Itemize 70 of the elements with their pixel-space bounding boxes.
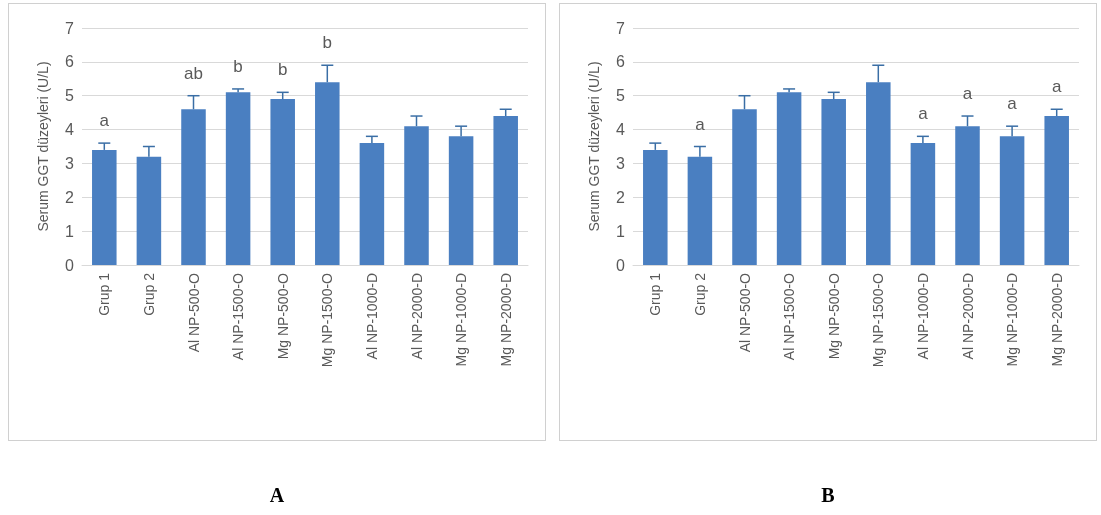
x-tick-label: Mg NP-500-O xyxy=(274,272,291,360)
annotation: b xyxy=(277,60,288,80)
x-tick-label: Al NP-2000-D xyxy=(408,273,425,360)
annotation: a xyxy=(1051,77,1062,97)
x-tick-label: Grup 2 xyxy=(691,272,708,316)
annotation: ab xyxy=(184,63,203,83)
x-tick-label: Mg NP-1000-D xyxy=(1004,273,1021,367)
annotation: a xyxy=(1007,94,1018,114)
bar xyxy=(821,99,846,265)
text: A xyxy=(269,484,285,506)
x-tick-label: Al NP-1500-O xyxy=(230,272,247,361)
annotation: a xyxy=(962,84,973,104)
y-tick-label: 7 xyxy=(65,19,75,37)
x-tick-label: Al NP-500-O xyxy=(736,272,753,353)
bar xyxy=(270,99,295,265)
y-tick-label: 1 xyxy=(65,222,75,240)
bar xyxy=(448,136,474,265)
bar xyxy=(136,156,162,265)
x-tick-label: Grup 1 xyxy=(647,272,664,316)
bar xyxy=(910,143,936,265)
y-tick-label: 6 xyxy=(616,53,626,71)
y-tick-label: 2 xyxy=(65,188,75,206)
y-axis-title: Serum GGT düzeyleri (U/L) xyxy=(586,61,602,232)
bar xyxy=(955,126,980,265)
x-tick-label: Mg NP-2000-D xyxy=(497,273,514,367)
x-tick-label: Mg NP-1500-O xyxy=(319,272,336,368)
y-tick-label: 4 xyxy=(616,121,626,139)
x-tick-label: Grup 1 xyxy=(96,272,113,316)
bar xyxy=(359,143,385,265)
x-tick-label: Al NP-1000-D xyxy=(914,273,931,360)
y-tick-label: 3 xyxy=(616,154,626,172)
bar xyxy=(776,92,802,265)
x-tick-label: Al NP-1000-D xyxy=(363,273,380,360)
y-tick-label: 6 xyxy=(65,53,75,71)
x-tick-label: Mg NP-1500-O xyxy=(870,272,887,368)
x-tick-label: Al NP-2000-D xyxy=(959,273,976,360)
y-tick-label: 1 xyxy=(616,222,626,240)
y-tick-label: 2 xyxy=(616,188,626,206)
bar xyxy=(866,82,891,265)
y-tick-label: 0 xyxy=(65,256,75,274)
x-tick-label: Mg NP-500-O xyxy=(825,272,842,360)
bar xyxy=(1044,116,1069,265)
bar xyxy=(404,126,429,265)
bar xyxy=(315,82,340,265)
x-tick-label: Al NP-500-O xyxy=(185,272,202,353)
x-tick-label: Mg NP-2000-D xyxy=(1048,273,1065,367)
bar xyxy=(181,109,206,265)
bar xyxy=(643,149,668,265)
bar xyxy=(493,116,518,265)
y-tick-label: 0 xyxy=(616,256,626,274)
bar xyxy=(999,136,1025,265)
x-tick-label: Grup 2 xyxy=(140,272,157,316)
annotation: a xyxy=(918,104,929,124)
y-tick-label: 5 xyxy=(616,87,626,105)
annotation: b xyxy=(322,33,333,53)
x-tick-label: Al NP-1500-O xyxy=(781,272,798,361)
bar xyxy=(92,149,117,265)
y-tick-label: 5 xyxy=(65,87,75,105)
bar xyxy=(687,156,713,265)
annotation: a xyxy=(695,114,706,134)
text: B xyxy=(821,484,835,506)
y-tick-label: 4 xyxy=(65,121,75,139)
y-axis-title: Serum GGT düzeyleri (U/L) xyxy=(35,61,51,232)
x-tick-label: Mg NP-1000-D xyxy=(453,273,470,367)
y-tick-label: 7 xyxy=(616,19,626,37)
annotation: a xyxy=(99,111,110,131)
annotation: b xyxy=(233,56,243,76)
y-tick-label: 3 xyxy=(65,154,75,172)
bar xyxy=(732,109,757,265)
bar xyxy=(225,92,251,265)
